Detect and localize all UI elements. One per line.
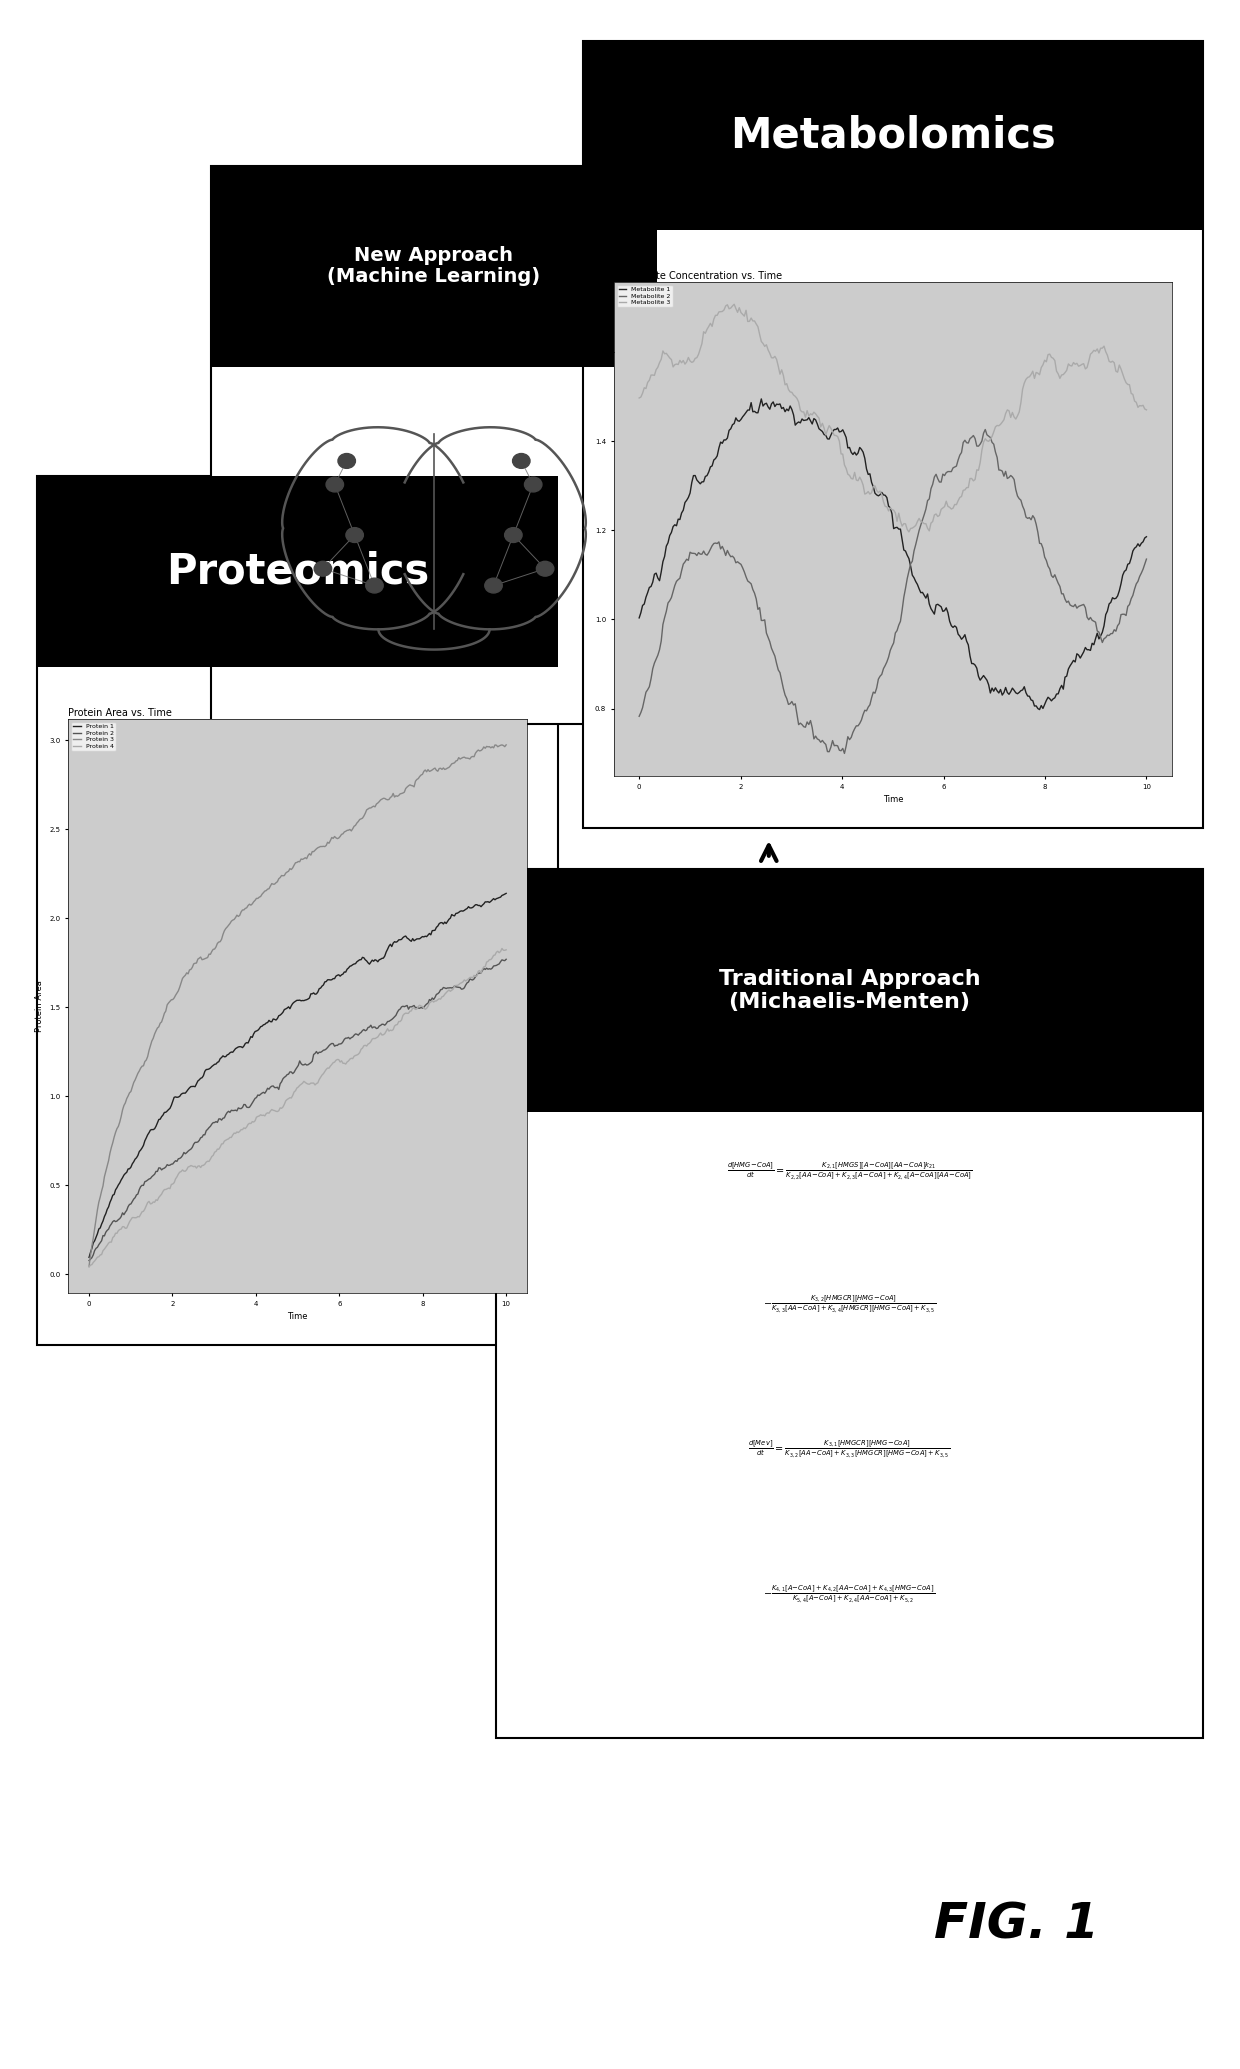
Circle shape <box>485 577 502 594</box>
Text: Protein Area vs. Time: Protein Area vs. Time <box>68 708 172 718</box>
Text: $\frac{d[Mev]}{dt}$$= \frac{K_{3,1}[HMGCR][HMG\!-\!CoA]}{K_{3,2}[AA\!-\!CoA] + K: $\frac{d[Mev]}{dt}$$= \frac{K_{3,1}[HMGC… <box>749 1438 950 1461</box>
Text: FIG. 1: FIG. 1 <box>935 1899 1099 1949</box>
FancyBboxPatch shape <box>496 869 1203 1113</box>
Legend: Metabolite 1, Metabolite 2, Metabolite 3: Metabolite 1, Metabolite 2, Metabolite 3 <box>618 286 672 308</box>
Text: Metabolomics: Metabolomics <box>730 114 1055 157</box>
Text: $- \frac{K_{4,1}[A\!-\!CoA] + K_{4,2}[AA\!-\!CoA] + K_{4,3}[HMG\!-\!CoA]}{K_{5,4: $- \frac{K_{4,1}[A\!-\!CoA] + K_{4,2}[AA… <box>764 1583 935 1606</box>
Legend: Protein 1, Protein 2, Protein 3, Protein 4: Protein 1, Protein 2, Protein 3, Protein… <box>72 722 115 751</box>
Circle shape <box>339 453 356 468</box>
Y-axis label: Protein Area: Protein Area <box>35 981 43 1032</box>
Circle shape <box>346 528 363 542</box>
FancyBboxPatch shape <box>37 476 558 666</box>
Circle shape <box>525 478 542 492</box>
Text: Proteomics: Proteomics <box>166 550 429 592</box>
Text: New Approach
(Machine Learning): New Approach (Machine Learning) <box>327 246 541 286</box>
Text: Traditional Approach
(Michaelis-Menten): Traditional Approach (Michaelis-Menten) <box>719 970 980 1012</box>
Circle shape <box>505 528 522 542</box>
FancyBboxPatch shape <box>37 476 558 1345</box>
Text: Metabolite Concentration vs. Time: Metabolite Concentration vs. Time <box>614 271 782 281</box>
Circle shape <box>326 478 343 492</box>
FancyBboxPatch shape <box>583 41 1203 828</box>
X-axis label: Time: Time <box>288 1312 308 1322</box>
FancyBboxPatch shape <box>583 41 1203 230</box>
Text: $\frac{d[HMG\!-\!CoA]}{dt}$$= \frac{K_{2,1}[HMGS][A\!-\!CoA][AA\!-\!CoA]k_{21}}{: $\frac{d[HMG\!-\!CoA]}{dt}$$= \frac{K_{2… <box>727 1161 972 1181</box>
FancyBboxPatch shape <box>211 166 657 724</box>
FancyBboxPatch shape <box>496 869 1203 1738</box>
Circle shape <box>512 453 529 468</box>
Circle shape <box>366 577 383 594</box>
Text: $- \frac{K_{3,2}[HMGCR][HMG\!-\!CoA]}{K_{3,3}[AA\!-\!CoA] + K_{3,4}[HMGCR][HMG\!: $- \frac{K_{3,2}[HMGCR][HMG\!-\!CoA]}{K_… <box>763 1293 936 1316</box>
Circle shape <box>537 561 554 575</box>
Circle shape <box>314 561 331 575</box>
FancyBboxPatch shape <box>211 166 657 366</box>
X-axis label: Time: Time <box>883 794 903 805</box>
